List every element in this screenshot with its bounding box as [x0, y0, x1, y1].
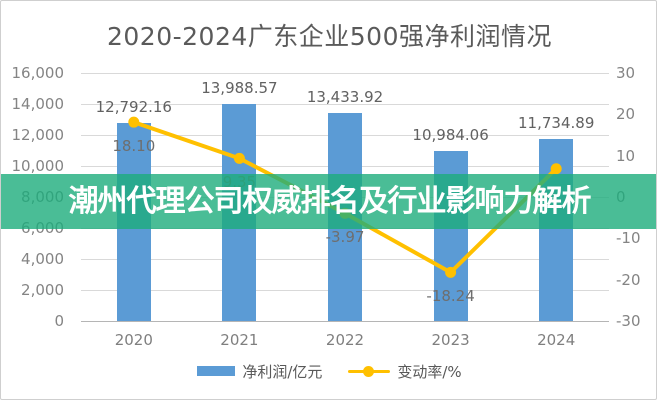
chart-legend: 净利润/亿元 变动率/% [1, 360, 656, 382]
change-rate-legend-marker-icon [348, 365, 391, 377]
chart-title: 2020-2024广东企业500强净利润情况 [107, 22, 552, 51]
x-axis-label-2023: 2023 [431, 331, 470, 349]
line-value-label: -3.97 [325, 228, 365, 247]
change-rate-legend-label: 变动率/% [397, 362, 462, 381]
y-axis-right-tick-label: -10 [616, 229, 641, 248]
y-axis-right-tick-label: 30 [616, 64, 636, 82]
bar-value-label: 13,433.92 [306, 87, 384, 106]
y-axis-right-tick-label: -20 [616, 270, 641, 289]
y-axis-left-tick-label: 16,000 [11, 64, 65, 82]
legend-item-change-rate: 变动率/% [348, 361, 462, 382]
net-profit-legend-label: 净利润/亿元 [242, 362, 323, 381]
x-axis-label-2021: 2021 [220, 331, 259, 349]
gridline [81, 104, 609, 105]
bar-value-label: 12,792.16 [95, 97, 172, 116]
legend-item-net-profit: 净利润/亿元 [197, 361, 322, 382]
line-value-label: 18.10 [112, 137, 156, 156]
y-axis-left-tick-label: 14,000 [11, 95, 65, 113]
bar-value-label: 10,984.06 [412, 125, 489, 144]
y-axis-left-tick-label: 0 [54, 312, 64, 330]
x-axis-label-2022: 2022 [325, 331, 365, 349]
y-axis-left-tick-label: 4,000 [21, 250, 64, 268]
watermark-banner-text: 潮州代理公司权威排名及行业影响力解析 [68, 183, 592, 219]
gridline [81, 73, 609, 74]
net-profit-legend-swatch-icon [197, 366, 236, 376]
bar-value-label: 13,988.57 [201, 79, 278, 98]
y-axis-left-tick-label: 2,000 [21, 281, 64, 299]
bar-2024 [539, 139, 574, 321]
line-value-label: -18.24 [426, 287, 475, 306]
watermark-banner: 潮州代理公司权威排名及行业影响力解析 [1, 174, 656, 229]
x-axis-label-2020: 2020 [114, 331, 153, 349]
y-axis-right-tick-label: -30 [616, 312, 641, 330]
gridline [81, 321, 609, 322]
y-axis-right-tick-label: 20 [616, 105, 636, 124]
y-axis-right-tick-label: 10 [616, 146, 636, 165]
bar-value-label: 11,734.89 [518, 114, 595, 133]
y-axis-left-tick-label: 12,000 [11, 126, 65, 144]
x-axis-label-2024: 2024 [537, 331, 576, 349]
y-axis-left-tick-label: 10,000 [11, 157, 65, 175]
